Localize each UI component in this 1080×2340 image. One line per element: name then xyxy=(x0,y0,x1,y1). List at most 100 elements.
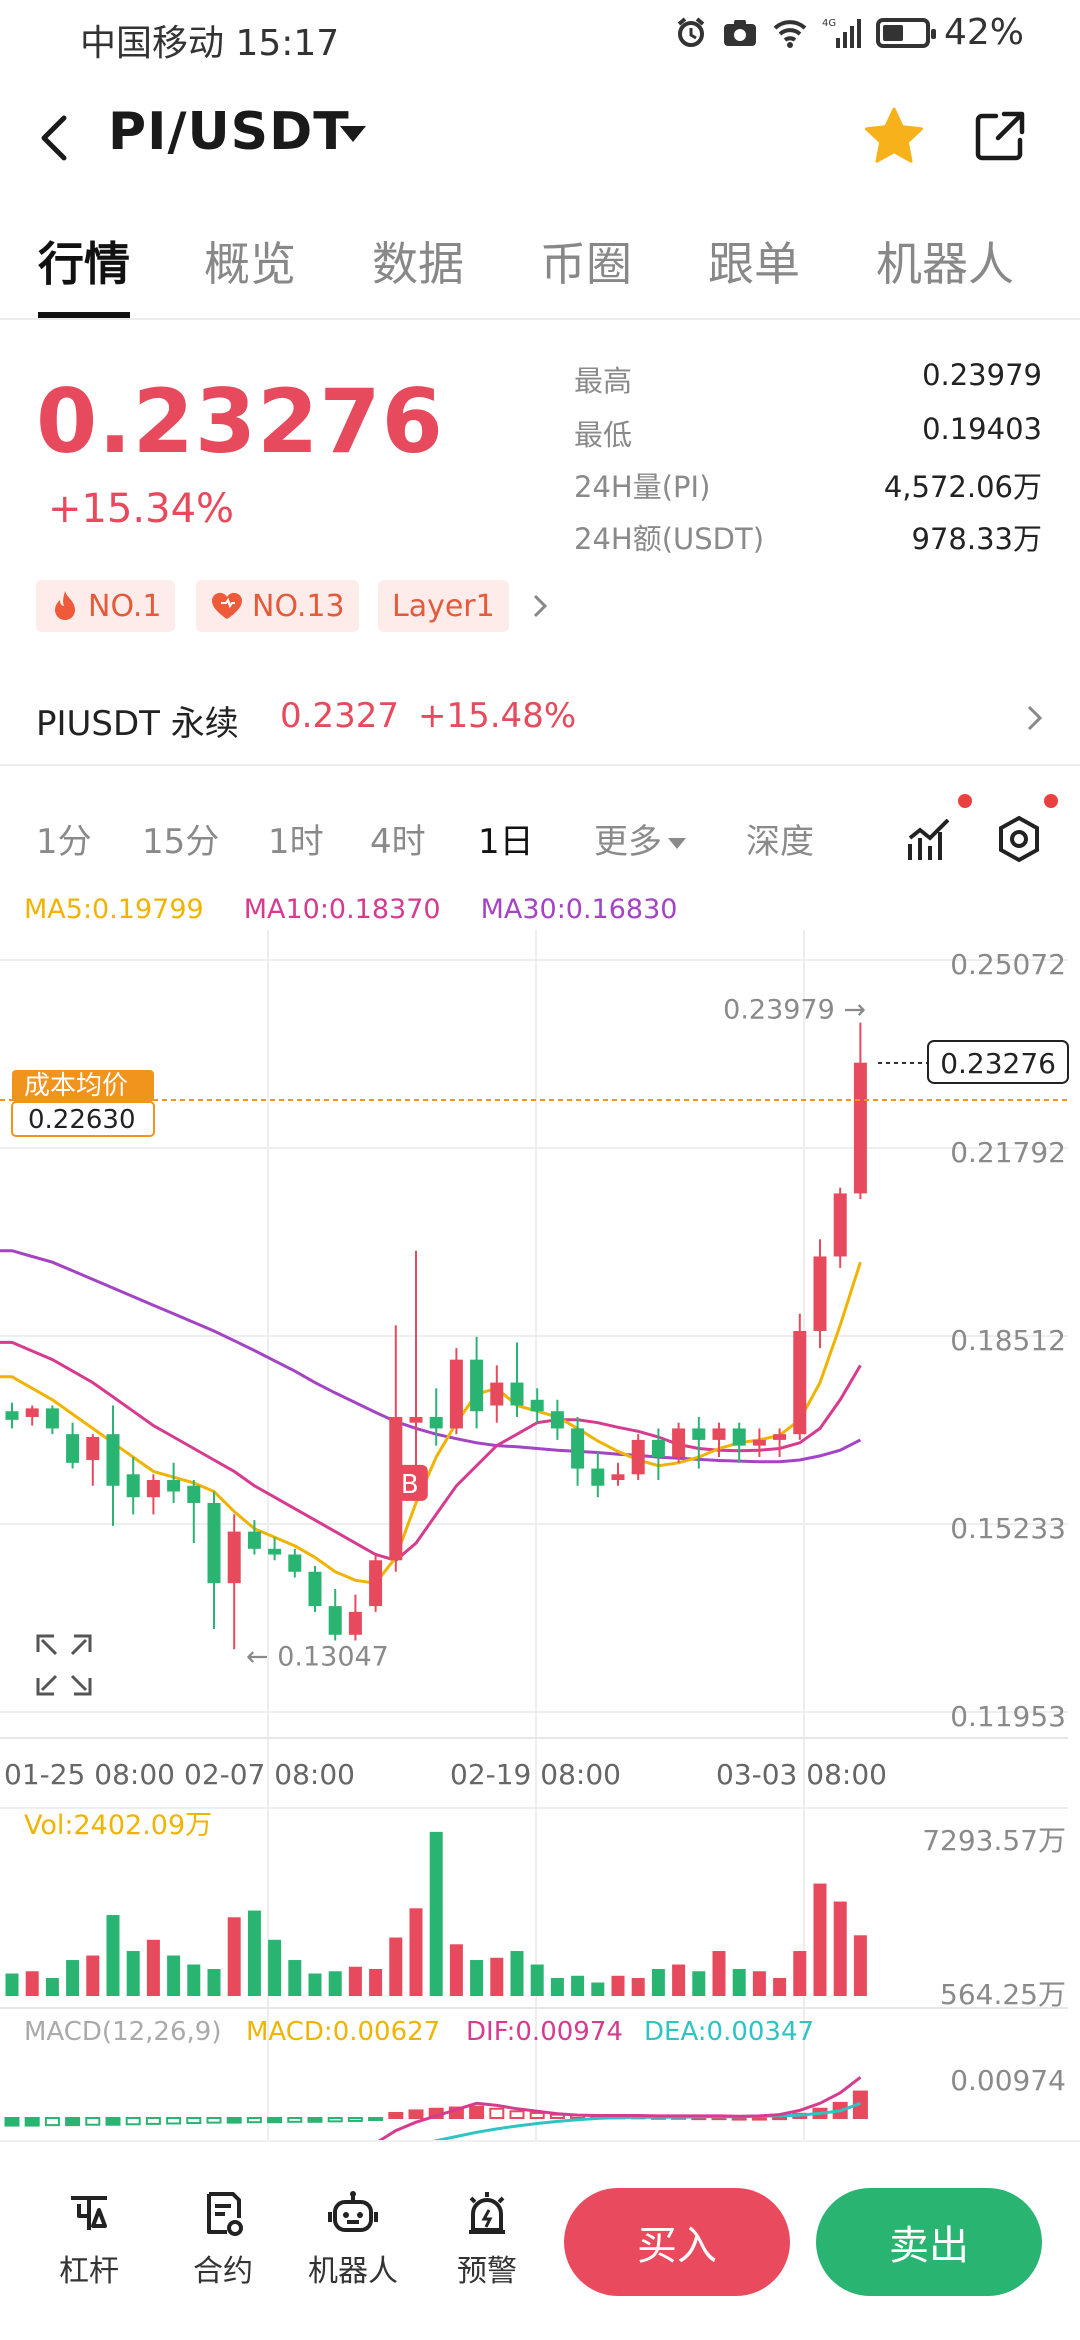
candle-body xyxy=(591,1468,605,1486)
perpetual-change: +15.48% xyxy=(418,696,577,736)
settings-icon[interactable] xyxy=(994,814,1044,864)
low-annotation: ← 0.13047 xyxy=(246,1641,389,1672)
volume-bar xyxy=(611,1975,625,1996)
ma10-line xyxy=(0,1340,862,1562)
contract-icon xyxy=(207,2192,243,2236)
sell-button[interactable]: 卖出 xyxy=(816,2188,1042,2296)
volume-bar xyxy=(328,1971,342,1996)
price-chart[interactable]: 0.25072 0.21792 0.18512 0.15233 0.11953 01-2… xyxy=(0,930,1080,2140)
macd-bar xyxy=(4,2117,20,2127)
perpetual-row[interactable]: PIUSDT 永续 0.2327 +15.48% xyxy=(0,690,1080,750)
tab-market[interactable]: 行情 xyxy=(38,237,130,291)
tab-community[interactable]: 币圈 xyxy=(540,237,632,291)
volume-min-tick: 564.25万 xyxy=(940,1978,1066,2011)
candle-body xyxy=(672,1428,686,1458)
interval-4h[interactable]: 4时 xyxy=(370,822,426,862)
tab-copy-trade[interactable]: 跟单 xyxy=(708,237,800,291)
nav-leverage[interactable]: 杠杆 xyxy=(44,2190,134,2290)
tab-bot[interactable]: 机器人 xyxy=(876,237,1014,291)
stat-label-volume: 24H量(PI) xyxy=(574,470,711,504)
bottom-bar: 杠杆 合约 机器人 预警 买入 卖出 xyxy=(0,2140,1080,2340)
share-icon[interactable] xyxy=(970,106,1030,166)
macd-bar xyxy=(85,2117,101,2126)
depth-tab[interactable]: 深度 xyxy=(746,822,814,862)
stat-value-volume: 4,572.06万 xyxy=(883,470,1042,504)
volume-bar xyxy=(591,1982,605,1996)
interval-1d[interactable]: 1日 xyxy=(478,822,534,862)
interval-1m[interactable]: 1分 xyxy=(36,822,92,862)
candle-body xyxy=(45,1408,59,1429)
macd-bar xyxy=(408,2109,424,2119)
main-tabs: 行情 概览 数据 币圈 跟单 机器人 xyxy=(0,228,1080,318)
volume-bar xyxy=(672,1964,686,1996)
candle-body xyxy=(25,1408,39,1417)
macd-bar xyxy=(287,2117,303,2123)
perpetual-name: PIUSDT 永续 xyxy=(36,704,239,744)
moving-averages xyxy=(0,1249,862,1585)
volume-bar xyxy=(449,1944,463,1996)
dif-line xyxy=(377,2076,862,2140)
macd-bar xyxy=(509,2110,525,2120)
volume-bar xyxy=(429,1831,443,1996)
tab-data[interactable]: 数据 xyxy=(372,237,464,291)
macd-bar xyxy=(166,2117,182,2125)
volume-bar xyxy=(631,1978,645,1996)
interval-more[interactable]: 更多 xyxy=(594,814,686,863)
candle-body xyxy=(510,1382,524,1406)
buy-marker xyxy=(391,1464,428,1501)
stat-value-low: 0.19403 xyxy=(922,412,1042,446)
macd-bar xyxy=(186,2117,202,2125)
macd-bar xyxy=(65,2117,81,2127)
stat-label-high: 最高 xyxy=(574,364,633,398)
volume-bar xyxy=(308,1973,322,1996)
candle-body xyxy=(328,1606,342,1635)
buy-button[interactable]: 买入 xyxy=(564,2188,790,2296)
tag-rank-hot[interactable]: NO.1 xyxy=(36,580,176,632)
indicator-icon[interactable] xyxy=(906,814,952,864)
volume-bar xyxy=(86,1955,100,1996)
candle-body xyxy=(268,1548,282,1555)
chevron-right-icon[interactable] xyxy=(526,588,554,624)
nav-futures[interactable]: 合约 xyxy=(178,2190,268,2290)
nav-alert[interactable]: 预警 xyxy=(442,2190,532,2290)
macd-bar xyxy=(206,2117,222,2124)
tag-category[interactable]: Layer1 xyxy=(378,580,509,632)
candle-body xyxy=(530,1399,544,1412)
interval-1h[interactable]: 1时 xyxy=(268,822,324,862)
ma5-value: MA5:0.19799 xyxy=(24,894,204,925)
candle-body xyxy=(813,1256,827,1331)
expand-icon[interactable] xyxy=(36,1634,92,1696)
last-price: 0.23276 xyxy=(36,370,444,473)
ma30-line xyxy=(0,1249,862,1464)
nav-bot[interactable]: 机器人 xyxy=(308,2190,398,2290)
volume-bar xyxy=(490,1957,504,1996)
ma-legend: MA5:0.19799 MA10:0.18370 MA30:0.16830 xyxy=(24,894,677,925)
interval-15m[interactable]: 15分 xyxy=(142,822,220,862)
candle-body xyxy=(793,1330,807,1435)
volume-bar xyxy=(106,1915,120,1996)
candle-body xyxy=(207,1502,221,1584)
volume-bar xyxy=(268,1939,282,1996)
x-axis-tick: 01-25 08:00 xyxy=(4,1758,175,1791)
volume-bar xyxy=(651,1969,665,1996)
volume-bar xyxy=(833,1901,847,1996)
candle-body xyxy=(651,1439,665,1458)
chevron-down-icon xyxy=(668,838,686,849)
volume-bar xyxy=(530,1964,544,1996)
chevron-right-icon xyxy=(1027,705,1043,731)
candle-body xyxy=(429,1416,443,1429)
notification-dot xyxy=(958,794,972,808)
chart-overlay: 成本均价 0.22630 0.23276 0.23979 → ← 0.13047 B xyxy=(0,995,1069,1696)
pair-dropdown-icon[interactable] xyxy=(340,126,366,142)
candle-body xyxy=(692,1428,706,1440)
candle-body xyxy=(470,1359,484,1412)
favorite-star-icon[interactable] xyxy=(862,104,926,168)
price-change: +15.34% xyxy=(48,486,235,532)
x-axis-tick: 02-19 08:00 xyxy=(450,1758,621,1791)
tab-overview[interactable]: 概览 xyxy=(204,237,296,291)
tag-rank-favorite[interactable]: NO.13 xyxy=(196,580,359,632)
pair-title[interactable]: PI/USDT xyxy=(108,102,350,162)
robot-icon xyxy=(328,2191,378,2232)
macd-value: MACD:0.00627 xyxy=(246,2017,440,2047)
back-icon[interactable] xyxy=(30,108,80,168)
